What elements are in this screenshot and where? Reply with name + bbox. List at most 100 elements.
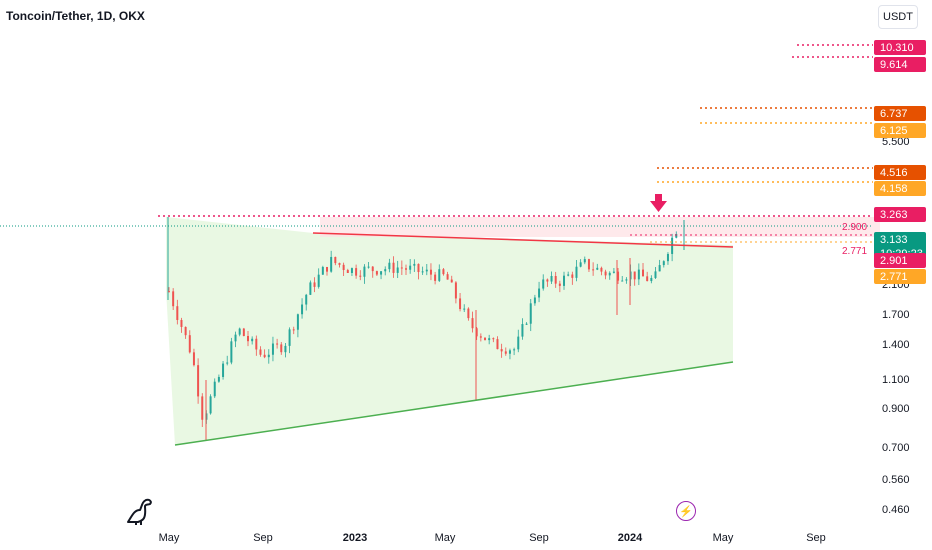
candle-body [558,283,561,286]
candle-body [338,263,341,265]
candle-body [563,275,566,286]
candle-body [217,376,220,382]
candle-body [305,294,308,305]
price-tag-value: 10.310 [880,42,914,54]
candle-body [446,274,449,280]
candle-body [533,297,536,304]
price-tags: 10.310 9.614 6.737 6.125 4.516 4.158 3.263 3.13… [874,40,926,284]
candle-body [608,272,611,276]
candle-body [201,396,204,420]
price-tag: 6.125 [874,123,926,138]
candle-body [271,343,274,355]
candle-body [280,344,283,353]
candle-body [259,349,262,355]
candle-body [650,277,653,282]
candle-body [176,306,179,320]
candle-body [367,266,370,268]
price-tag: 9.614 [874,57,926,72]
lightning-icon[interactable]: ⚡ [676,501,696,521]
support-trendline [174,361,734,446]
candle-body [359,275,362,277]
candle-body [263,354,266,358]
candle-body [425,269,428,272]
candle-body [417,263,420,273]
candle-body [450,279,453,283]
candle-body [604,271,607,276]
x-tick-label: May [713,532,734,544]
candle-body [488,338,491,341]
candle-body [234,334,237,342]
candle-body [492,338,495,340]
resistance-zone [320,217,880,237]
price-tag: 2.901 [874,253,926,268]
candle-body [671,237,674,254]
candle-body [504,351,507,354]
price-tag: 4.158 [874,181,926,196]
candle-body [596,267,599,270]
candle-body [380,271,383,275]
candle-body [247,335,250,342]
candle-body [542,279,545,289]
candle-body [642,269,645,277]
candle-body [255,338,258,350]
down-arrow-marker [650,194,667,212]
candle-body [571,274,574,278]
candle-body [267,354,270,358]
candle-body [550,276,553,282]
x-tick-label: 2024 [618,532,643,544]
candle-body [459,298,462,310]
price-tag-value: 9.614 [880,59,908,71]
candle-body [521,324,524,337]
candle-body [321,267,324,275]
x-tick-label: 2023 [343,532,367,544]
candle-body [625,279,628,281]
triangle-fill-area [166,217,733,445]
candle-body [467,308,470,319]
y-tick-label: 1.100 [882,374,910,386]
candle-body [209,396,212,414]
candle-body [529,303,532,324]
candle-body [546,279,549,282]
x-tick-label: Sep [253,532,273,544]
dinosaur-logo-icon [127,498,152,525]
zone-label-lower: 2.771 [842,246,867,257]
candle-body [612,271,615,273]
price-tag-value: 4.158 [880,183,908,195]
candle-body [363,266,366,277]
candle-body [438,269,441,281]
candle-body [421,271,424,273]
price-tag: 2.771 [874,269,926,284]
candle-body [168,291,170,293]
candle-body [388,262,391,270]
price-tag: 4.516 [874,165,926,180]
candle-body [330,256,333,272]
candle-body [587,259,590,270]
currency-selector-button[interactable]: USDT [878,5,918,29]
candle-body [471,318,474,329]
price-tag-value: 3.133 [880,234,908,246]
candle-body [213,381,216,397]
candle-body [662,261,665,266]
candle-body [475,328,478,337]
candle-body [579,262,582,267]
candle-body [375,271,378,275]
resistance-trendline [312,232,734,248]
candle-body [313,282,316,287]
candle-body [600,267,603,272]
candle-body [188,335,191,353]
candle-body [184,326,187,336]
candle-body [334,256,337,264]
candle-body [429,269,432,275]
x-tick-label: May [159,532,180,544]
candle-body [666,253,669,262]
candle-body [463,308,466,310]
candle-body [301,304,304,315]
candle-body [192,352,195,366]
candle-body [434,274,437,281]
price-tag-value: 2.771 [880,271,908,283]
candle-body [180,319,183,327]
candle-body [484,337,487,341]
candle-body [296,314,299,330]
y-tick-label: 0.700 [882,442,910,454]
candle-body [355,268,358,276]
